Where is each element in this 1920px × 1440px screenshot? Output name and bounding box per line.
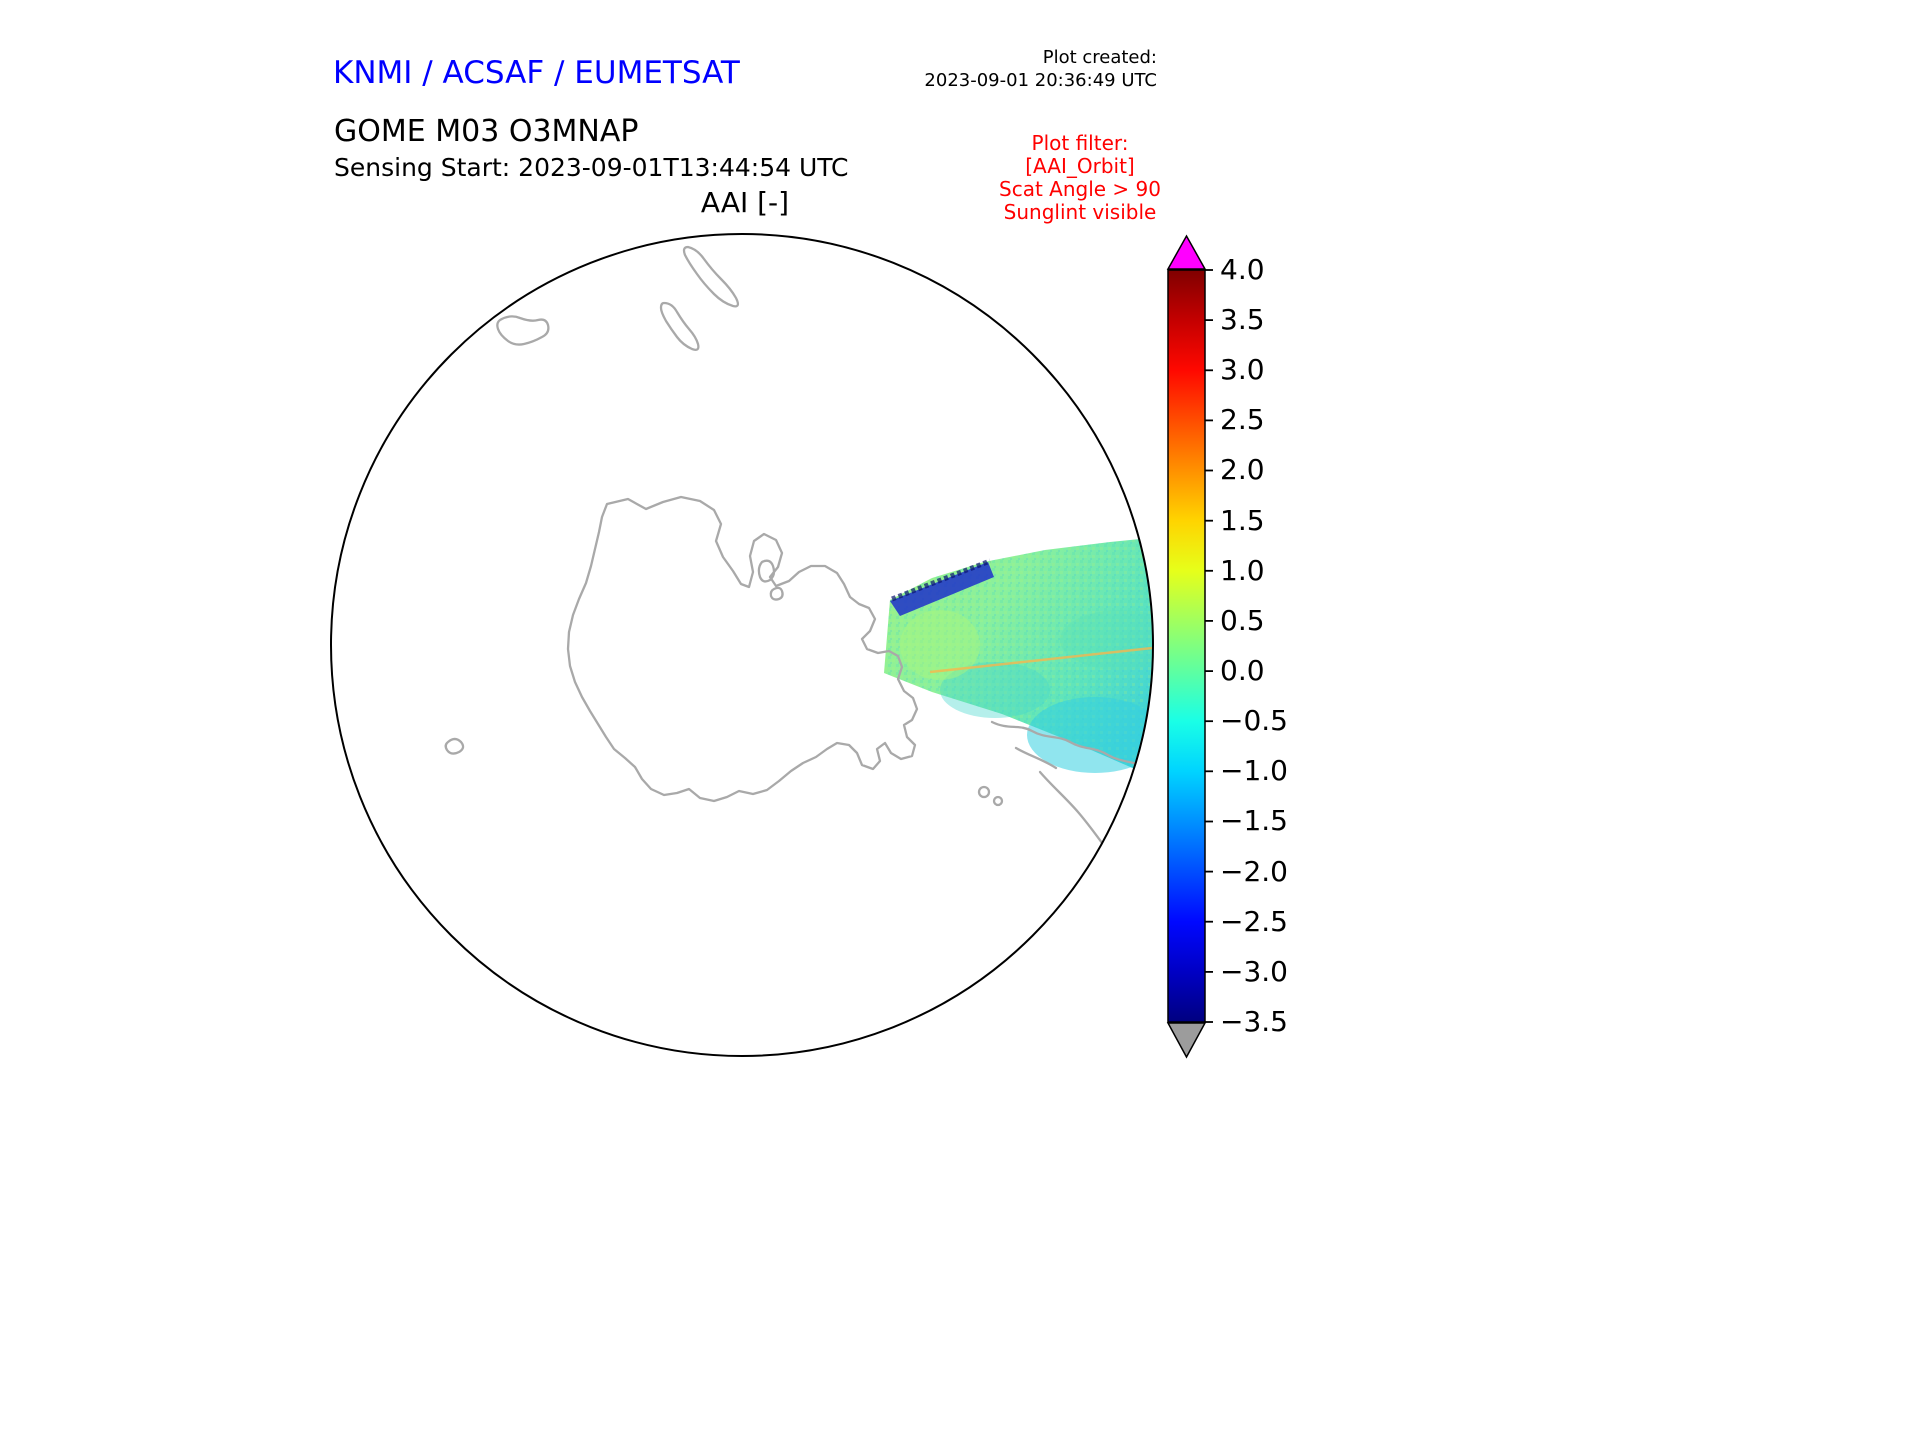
swath-green-patch <box>900 610 980 680</box>
sensing-start-label: Sensing Start: 2023-09-01T13:44:54 UTC <box>334 153 849 182</box>
swath-cyan-patch <box>940 662 1050 718</box>
plot-filter-line: [AAI_Orbit] <box>1025 154 1135 178</box>
south-america-coastline <box>1038 770 1120 868</box>
south-america-coastline <box>1014 746 1058 770</box>
colorbar-tick-label: −1.5 <box>1220 804 1288 837</box>
data-swath <box>884 535 1153 780</box>
colorbar-tick-label: −1.0 <box>1220 754 1288 787</box>
map-boundary-circle <box>330 233 1154 1057</box>
swath-green-patch <box>1060 610 1153 670</box>
subantarctic-island <box>444 737 465 755</box>
plot-filter-line: Sunglint visible <box>1003 200 1157 224</box>
colorbar-tick-label: 1.5 <box>1220 504 1265 537</box>
antarctica-coastline <box>566 495 919 803</box>
new-zealand-south-island <box>682 245 740 308</box>
swath-edge-blue-band <box>890 562 994 616</box>
colorbar-gradient <box>1167 269 1206 1023</box>
org-title: KNMI / ACSAF / EUMETSAT <box>333 55 740 91</box>
swath-cyan-patch <box>1027 697 1153 773</box>
colorbar-tick-label: 1.0 <box>1220 554 1265 587</box>
south-america-coastline <box>990 720 1153 776</box>
colorbar <box>1166 234 1213 1059</box>
plot-filter-block: Plot filter: [AAI_Orbit] Scat Angle > 90… <box>930 132 1230 224</box>
ross-sea-island <box>769 586 784 601</box>
colorbar-tick-label: −2.5 <box>1220 905 1288 938</box>
colorbar-tick-label: 3.0 <box>1220 353 1265 386</box>
colorbar-tick-label: 3.5 <box>1220 303 1265 336</box>
colorbar-tick-label: 2.5 <box>1220 403 1265 436</box>
product-title: GOME M03 O3MNAP <box>334 114 639 149</box>
colorbar-under-arrow <box>1166 1022 1207 1059</box>
new-zealand-north-island <box>659 301 700 351</box>
plot-created-label: Plot created: <box>1042 47 1157 68</box>
plot-filter-line: Plot filter: <box>1031 131 1129 155</box>
map-title: AAI [-] <box>700 186 790 219</box>
falkland-island <box>977 785 991 799</box>
colorbar-tick-label: 2.0 <box>1220 453 1265 486</box>
colorbar-tick-label: 0.0 <box>1220 654 1265 687</box>
swath-artifact-line <box>929 646 1153 674</box>
colorbar-tick-label: 0.5 <box>1220 604 1265 637</box>
colorbar-tick-label: −0.5 <box>1220 704 1288 737</box>
colorbar-over-arrow <box>1166 234 1207 270</box>
colorbar-tick-label: −3.5 <box>1220 1005 1288 1038</box>
colorbar-ticks <box>1205 269 1213 1023</box>
falkland-island <box>992 795 1004 807</box>
tasmania-coastline <box>496 315 550 346</box>
colorbar-tick-label: −3.0 <box>1220 955 1288 988</box>
plot-filter-line: Scat Angle > 90 <box>999 177 1161 201</box>
swath-edge-speckle <box>891 558 991 602</box>
plot-created-block: Plot created: 2023-09-01 20:36:49 UTC <box>924 46 1157 92</box>
ross-sea-island <box>757 559 776 583</box>
plot-created-value: 2023-09-01 20:36:49 UTC <box>924 70 1157 91</box>
colorbar-tick-label: −2.0 <box>1220 855 1288 888</box>
colorbar-tick-label: 4.0 <box>1220 253 1265 286</box>
